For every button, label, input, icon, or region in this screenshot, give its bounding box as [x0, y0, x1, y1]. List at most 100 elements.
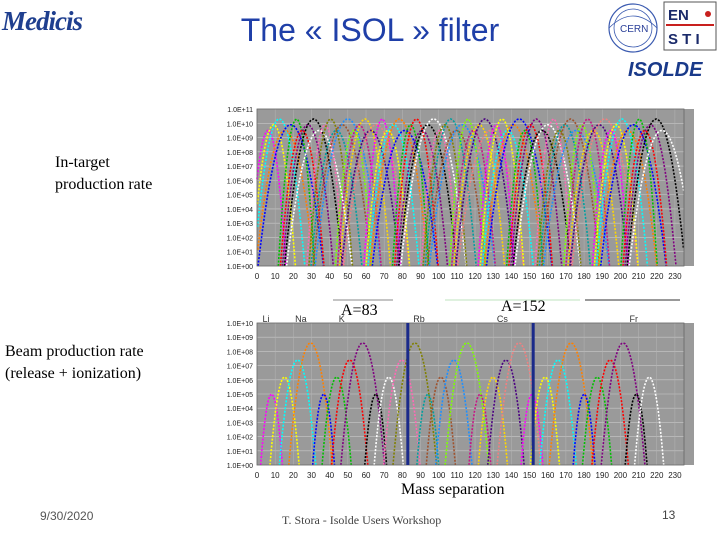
x-tick-label: 20 [289, 471, 298, 480]
x-tick-label: 230 [668, 471, 682, 480]
x-tick-label: 10 [271, 471, 280, 480]
isotope-curve [540, 118, 601, 267]
y-tick-label: 1.0E+03 [227, 221, 253, 228]
isotope-curve [364, 392, 388, 466]
in-target-line2: production rate [55, 176, 153, 193]
isotope-curve [321, 376, 352, 466]
element-label: Cs [497, 315, 508, 324]
x-tick-label: 220 [650, 272, 664, 281]
y-axis-panel [199, 315, 257, 487]
beam-rate-line2: (release + ionization) [5, 365, 142, 382]
x-tick-label: 150 [523, 471, 537, 480]
y-tick-label: 1.0E+01 [227, 250, 253, 257]
isotope-curve [306, 123, 344, 267]
isotope-curve [340, 342, 386, 466]
isolde-text: ISOLDE [628, 59, 703, 80]
isotope-curve [457, 129, 525, 267]
isotope-curve [391, 123, 430, 267]
beam-rate-line1: Beam production rate [5, 343, 144, 360]
element-label: Rb [413, 315, 425, 324]
x-tick-label: 110 [450, 272, 463, 281]
y-tick-label: 1.0E+05 [227, 193, 253, 200]
y-tick-label: 1.0E+00 [227, 264, 253, 271]
cern-en-sti-isolde-logo: CERN EN S T I ISOLDE [600, 0, 718, 81]
y-tick-label: 1.0E+04 [227, 406, 253, 413]
isotope-curve [448, 117, 487, 267]
isotope-curve [397, 123, 458, 267]
x-tick-label: 210 [632, 471, 646, 480]
x-tick-label: 190 [596, 272, 610, 281]
cern-logo-icon: CERN EN S T I ISOLDE [608, 1, 717, 81]
isotope-curve [567, 129, 620, 267]
isotope-curve [426, 129, 487, 267]
isotope-curve [505, 129, 544, 267]
isotope-curve [256, 123, 297, 267]
element-label: Na [295, 315, 307, 324]
x-tick-label: 50 [343, 272, 352, 281]
beam-rate-label: Beam production rate (release + ionizati… [5, 341, 144, 385]
y-tick-label: 1.0E+03 [227, 420, 253, 427]
y-tick-label: 1.0E+08 [227, 349, 253, 356]
x-tick-label: 220 [650, 471, 664, 480]
isotope-curve [512, 129, 572, 267]
isotope-curve [591, 129, 630, 267]
y-tick-label: 1.0E+01 [227, 449, 253, 456]
plot-frame [256, 322, 685, 466]
page-title: The « ISOL » filter [240, 12, 500, 48]
isotope-curve [259, 392, 284, 466]
x-tick-label: 0 [255, 471, 260, 480]
isotope-curve [363, 117, 402, 267]
page-number: 13 [662, 508, 676, 522]
isotope-curve [400, 118, 467, 267]
x-tick-label: 140 [505, 272, 519, 281]
x-tick-label: 80 [398, 471, 407, 480]
plot-frame [256, 108, 685, 267]
y-tick-label: 1.0E+09 [227, 136, 253, 143]
footer-date: 9/30/2020 [40, 509, 94, 523]
x-tick-label: 160 [541, 471, 555, 480]
isotope-curve [483, 123, 544, 267]
top-panel [199, 105, 694, 109]
isotope-curve [371, 129, 439, 267]
isotope-curve [571, 118, 639, 267]
y-tick-label: 1.0E+07 [227, 364, 253, 371]
medicis-logo: Medicis [2, 6, 83, 36]
x-tick-label: 100 [432, 471, 446, 480]
isotope-curve [314, 118, 382, 267]
isotope-curve [572, 392, 596, 466]
in-target-line1: In-target [55, 154, 110, 171]
mass-separation-label: Mass separation [401, 481, 505, 498]
isotope-curve [340, 129, 401, 267]
isotope-curve [422, 123, 468, 267]
y-tick-label: 1.0E+06 [227, 378, 253, 385]
isotope-curve [395, 129, 449, 267]
y-tick-label: 1.0E+02 [227, 235, 253, 242]
x-tick-label: 40 [325, 471, 334, 480]
beam-chart-svg: 1.0E+10 1.0E+09 1.0E+08 1.0E+07 1.0E+06 1.0E+… [199, 315, 694, 487]
x-tick-label: 60 [362, 471, 371, 480]
isotope-curve [595, 118, 649, 267]
isotope-curve [257, 129, 315, 267]
x-tick-label: 230 [668, 272, 682, 281]
x-tick-label: 90 [416, 471, 425, 480]
isotope-curve [581, 376, 613, 466]
isotope-curve [392, 342, 438, 466]
isotope-curve [539, 358, 577, 466]
x-tick-label: 130 [487, 471, 501, 480]
in-target-chart-svg: 1.0E+11 1.0E+10 1.0E+09 1.0E+08 1.0E+07 1.0E+… [199, 105, 694, 288]
y-tick-label: 1.0E+05 [227, 392, 253, 399]
a83-label: A=83 [341, 302, 378, 319]
isotope-curve [597, 129, 658, 267]
y-axis-panel [199, 105, 257, 288]
isotope-curve [283, 118, 344, 267]
a152-label: A=152 [501, 298, 546, 315]
isotope-curve [310, 129, 363, 267]
isotope-curve [334, 129, 373, 267]
isotope-curve [626, 118, 685, 267]
x-tick-label: 170 [559, 272, 573, 281]
element-label: Fr [629, 315, 638, 324]
x-tick-label: 160 [541, 272, 555, 281]
isotope-curve [288, 342, 334, 466]
isotope-curve [569, 123, 629, 267]
y-tick-label: 1.0E+08 [227, 150, 253, 157]
